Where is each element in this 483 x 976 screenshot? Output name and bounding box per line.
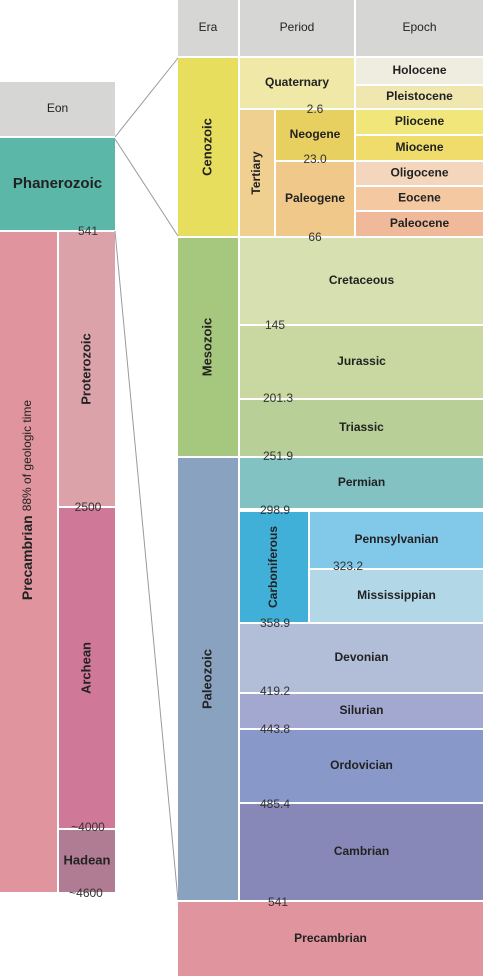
period: [310, 570, 483, 622]
period: [240, 804, 483, 900]
column-header-label: Period: [280, 20, 315, 34]
period-label: Cretaceous: [329, 273, 395, 287]
eon-header-label: Eon: [47, 101, 68, 115]
boundary-label: 2.6: [307, 102, 324, 116]
eon-phanerozoic-label: Phanerozoic: [13, 175, 102, 192]
boundary-label: 66: [308, 230, 322, 244]
period: [240, 730, 483, 802]
period: [276, 110, 354, 160]
period: [240, 110, 274, 236]
period-label: Devonian: [334, 650, 388, 664]
boundary-label: ~4000: [71, 820, 105, 834]
boundary-label: 443.8: [260, 722, 290, 736]
boundary-label: ~4600: [69, 886, 103, 900]
boundary-label: 485.4: [260, 797, 290, 811]
epoch-label: Paleocene: [390, 216, 450, 230]
boundary-label: 145: [265, 318, 285, 332]
era: [178, 238, 238, 456]
epoch-label: Holocene: [392, 63, 446, 77]
period-label: Silurian: [339, 703, 383, 717]
boundary-label: 298.9: [260, 503, 290, 517]
period-label: Carboniferous: [266, 526, 280, 608]
period: [240, 400, 483, 456]
column-header-label: Epoch: [402, 20, 436, 34]
eon-phanerozoic: [0, 138, 115, 230]
period-label: Permian: [338, 475, 385, 489]
boundary-label: 201.3: [263, 391, 293, 405]
era-label: Cenozoic: [199, 118, 214, 176]
epoch-label: Pleistocene: [386, 89, 453, 103]
period-label: Triassic: [339, 420, 384, 434]
precambrian-note: 88% of geologic time: [20, 400, 34, 512]
period-label: Pennsylvanian: [354, 532, 438, 546]
era-label: Paleozoic: [199, 649, 214, 709]
epoch-label: Eocene: [398, 191, 441, 205]
eon-precambrian: [0, 232, 57, 892]
period-label: Jurassic: [337, 354, 386, 368]
epoch: [356, 110, 483, 134]
eon-precambrian-label: Precambrian 88% of geologic time: [19, 400, 35, 601]
boundary-label: 23.0: [303, 152, 327, 166]
period: [276, 162, 354, 236]
period: [240, 512, 308, 622]
period: [240, 694, 483, 728]
boundary-label: 419.2: [260, 684, 290, 698]
precambrian-name: Precambrian: [19, 515, 35, 600]
period: [310, 512, 483, 568]
period: [240, 624, 483, 692]
epoch-label: Miocene: [395, 140, 443, 154]
connector: [114, 230, 179, 901]
epoch: [356, 187, 483, 210]
era-label: Mesozoic: [199, 318, 214, 377]
period-label: Paleogene: [285, 191, 345, 205]
eon-archean-label: Archean: [78, 642, 93, 694]
boundary-label: 541: [78, 224, 98, 238]
epoch: [356, 86, 483, 108]
boundary-label: 541: [268, 895, 288, 909]
connector: [114, 57, 179, 138]
era: [178, 58, 238, 236]
eon-proterozoic: [59, 232, 115, 506]
precambrian-row-label: Precambrian: [294, 931, 367, 945]
eon-proterozoic-label: Proterozoic: [78, 333, 93, 405]
epoch: [356, 162, 483, 185]
boundary-label: 251.9: [263, 449, 293, 463]
boundary-label: 323.2: [333, 559, 363, 573]
period-label: Quaternary: [265, 75, 329, 89]
eon-hadean-label: Hadean: [64, 852, 111, 867]
eon-archean: [59, 508, 115, 828]
column-header: [178, 0, 238, 56]
connector: [114, 138, 179, 237]
boundary-label: 358.9: [260, 616, 290, 630]
period: [240, 326, 483, 398]
epoch-label: Pliocene: [395, 114, 445, 128]
eon-hadean: [59, 830, 115, 892]
epoch: [356, 136, 483, 160]
period: [240, 458, 483, 508]
period-label: Tertiary: [249, 151, 263, 194]
period-label: Mississippian: [357, 588, 436, 602]
column-header: [240, 0, 354, 56]
epoch: [356, 212, 483, 236]
period: [240, 238, 483, 324]
column-header-label: Era: [199, 20, 218, 34]
era: [178, 458, 238, 900]
boundary-label: 2500: [75, 500, 102, 514]
period-label: Ordovician: [330, 758, 393, 772]
eon-header: [0, 82, 115, 136]
connector-lines: [114, 57, 179, 901]
epoch: [356, 58, 483, 84]
precambrian-row: [178, 902, 483, 976]
epoch-label: Oligocene: [390, 166, 448, 180]
period-label: Cambrian: [334, 844, 389, 858]
period: [240, 58, 354, 108]
period-label: Neogene: [290, 127, 341, 141]
column-header: [356, 0, 483, 56]
